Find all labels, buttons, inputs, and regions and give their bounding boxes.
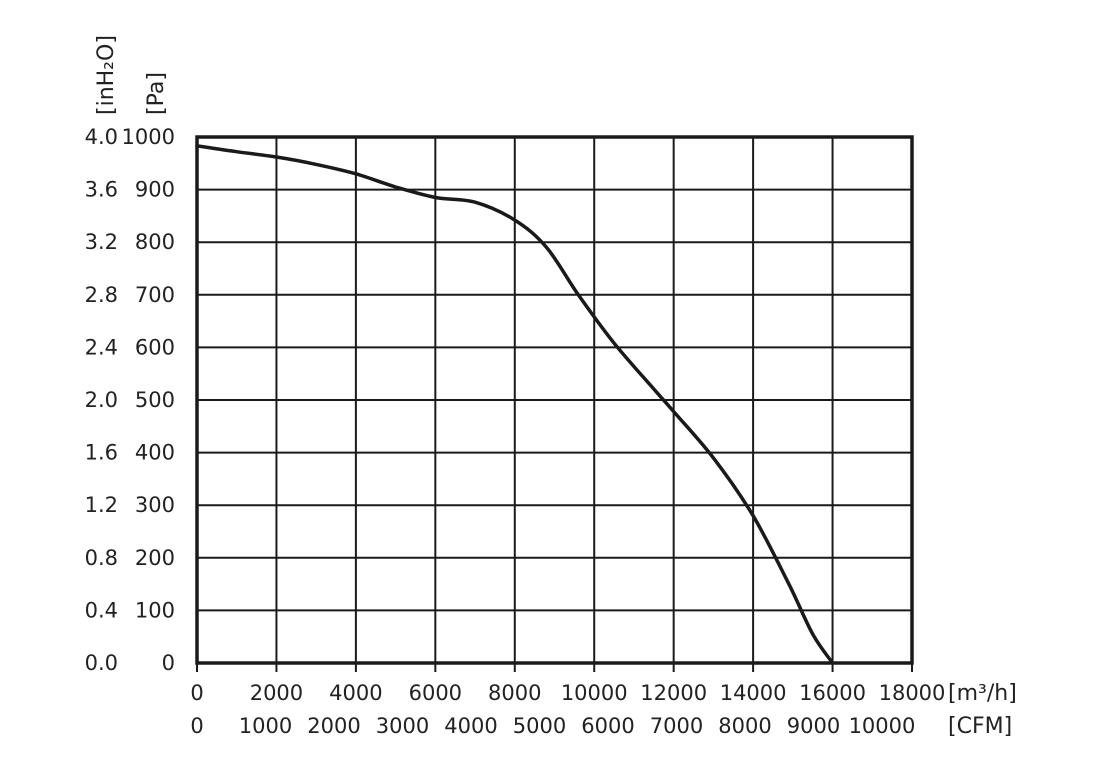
performance-curve-line xyxy=(195,144,835,665)
y-primary-unit-label: [Pa] xyxy=(144,72,169,115)
x-secondary-tick-label: 1000 xyxy=(239,714,292,738)
y-primary-tick-label: 500 xyxy=(135,388,175,412)
y-secondary-tick-label: 2.0 xyxy=(85,388,118,412)
performance-curve-layer xyxy=(195,144,835,665)
y-secondary-tick-label: 4.0 xyxy=(85,125,118,149)
x-secondary-tick-label: 10000 xyxy=(849,714,916,738)
y-secondary-tick-label: 2.4 xyxy=(85,335,118,359)
y-primary-tick-label: 1000 xyxy=(122,125,175,149)
y-secondary-tick-label: 1.2 xyxy=(85,493,118,517)
x-primary-tick-label: 2000 xyxy=(250,681,303,705)
x-primary-unit-label: [m³/h] xyxy=(948,681,1017,706)
x-secondary-tick-label: 4000 xyxy=(444,714,497,738)
x-secondary-tick-label: 3000 xyxy=(376,714,429,738)
y-secondary-tick-label: 1.6 xyxy=(85,441,118,465)
y-primary-tick-label: 600 xyxy=(135,335,175,359)
plot-frame xyxy=(195,135,914,665)
x-secondary-tick-label: 9000 xyxy=(787,714,840,738)
x-primary-tick-label: 0 xyxy=(190,681,203,705)
x-secondary-tick-label: 8000 xyxy=(718,714,771,738)
y-primary-tick-label: 200 xyxy=(135,546,175,570)
x-primary-tick-label: 14000 xyxy=(720,681,787,705)
x-secondary-tick-label: 7000 xyxy=(650,714,703,738)
x-primary-tick-label: 18000 xyxy=(879,681,946,705)
axis-labels: 0 2000 4000 6000 8000 10000 12000 14000 16000 180… xyxy=(85,125,946,738)
y-secondary-tick-label: 2.8 xyxy=(85,283,118,307)
y-secondary-tick-label: 3.6 xyxy=(85,178,118,202)
x-primary-tick-label: 10000 xyxy=(561,681,628,705)
y-primary-tick-label: 300 xyxy=(135,493,175,517)
x-primary-tick-label: 6000 xyxy=(409,681,462,705)
x-primary-tick-label: 8000 xyxy=(488,681,541,705)
x-secondary-tick-label: 5000 xyxy=(513,714,566,738)
y-primary-tick-label: 700 xyxy=(135,283,175,307)
y-secondary-tick-label: 3.2 xyxy=(85,230,118,254)
x-primary-tick-label: 16000 xyxy=(799,681,866,705)
y-primary-tick-label: 100 xyxy=(135,598,175,622)
x-secondary-tick-label: 2000 xyxy=(307,714,360,738)
x-primary-tick-label: 4000 xyxy=(329,681,382,705)
y-secondary-tick-label: 0.8 xyxy=(85,546,118,570)
x-primary-tick-label: 12000 xyxy=(640,681,707,705)
y-primary-tick-label: 900 xyxy=(135,178,175,202)
y-primary-tick-label: 400 xyxy=(135,441,175,465)
y-secondary-tick-label: 0.4 xyxy=(85,598,118,622)
grid-lines xyxy=(197,137,912,663)
x-secondary-unit-label: [CFM] xyxy=(948,714,1012,739)
y-secondary-unit-label: [inH₂O] xyxy=(94,35,119,115)
x-secondary-tick-label: 0 xyxy=(190,714,203,738)
x-secondary-tick-label: 6000 xyxy=(581,714,634,738)
y-primary-tick-label: 0 xyxy=(162,651,175,675)
y-primary-tick-label: 800 xyxy=(135,230,175,254)
y-secondary-tick-label: 0.0 xyxy=(85,651,118,675)
